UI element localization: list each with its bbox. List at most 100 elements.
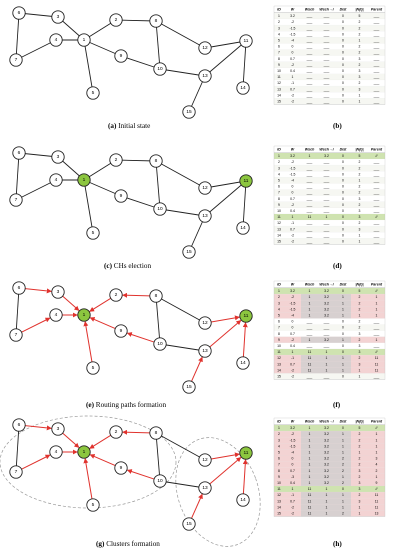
table-row (274, 86, 385, 93)
table-cell: 14 (277, 505, 281, 509)
node-label-1: 1 (83, 312, 86, 318)
table-cell: ___ (373, 344, 380, 348)
route-edge-6-3 (25, 288, 52, 294)
table-cell: 0.4 (290, 344, 295, 348)
table-cell: 0 (342, 26, 344, 30)
table-cell: ___ (373, 221, 380, 225)
table-cell: 2 (359, 51, 361, 55)
node-label-6: 6 (18, 150, 21, 156)
table-cell: 0.4 (290, 209, 295, 213)
node-label-11: 11 (244, 313, 249, 319)
table-cell: ___ (373, 57, 380, 61)
node-label-12: 12 (202, 185, 208, 191)
edge-11-14 (242, 180, 247, 229)
table-cell: 3.2 (290, 154, 295, 158)
route-edge-9-1 (89, 454, 116, 466)
table-cell: 0 (342, 320, 344, 324)
table-cell: 2 (342, 469, 344, 473)
node-label-13: 13 (202, 73, 208, 79)
table-cell: ___ (373, 14, 380, 18)
table-cell: -2 (291, 432, 294, 436)
table-cell: -1.5 (290, 438, 296, 442)
edge-1-9 (83, 39, 122, 57)
table-cell: 2 (359, 295, 361, 299)
table-cell: ___ (373, 209, 380, 213)
route-edge-15-13 (191, 356, 203, 382)
table-cell: 11 (308, 505, 312, 509)
edge-2-8 (115, 159, 157, 162)
node-label-11: 11 (244, 178, 249, 184)
table-cell: 1 (359, 93, 361, 97)
table-cell: 3.2 (324, 301, 329, 305)
table-cell: -2 (291, 93, 294, 97)
table-cell: 2 (359, 185, 361, 189)
table-cell: 2 (359, 32, 361, 36)
table-row (274, 288, 385, 295)
cluster-head-node-11 (239, 446, 253, 460)
table-cell: ___ (306, 63, 313, 67)
table-cell: 4 (278, 172, 280, 176)
table-cell: ___ (323, 38, 330, 42)
table-cell: 3.2 (324, 154, 329, 158)
updated-cells (301, 336, 351, 343)
table-row (274, 195, 385, 202)
table-cell: 1 (326, 505, 328, 509)
edge-11-14 (242, 40, 247, 89)
table-cell: 5 (359, 289, 361, 293)
table-cell: 11 (375, 362, 379, 366)
table-cell: 2 (359, 20, 361, 24)
table-cell: -1.5 (290, 172, 296, 176)
table-cell: 15 (277, 374, 281, 378)
table-cell: 1 (342, 499, 344, 503)
node-2 (109, 13, 123, 27)
table-cell: 8 (278, 332, 280, 336)
table-cell: 0 (292, 320, 294, 324)
table-cell: -1.5 (290, 32, 296, 36)
node-9 (114, 324, 128, 338)
table-frame (273, 280, 386, 380)
route-edge-5-1 (83, 458, 93, 499)
table-cell: ___ (373, 93, 380, 97)
table-row (274, 61, 385, 68)
table-cell: 0 (342, 326, 344, 330)
table-cell: 9 (278, 63, 280, 67)
node-label-10: 10 (157, 206, 163, 212)
edge-2-8 (115, 19, 157, 22)
updated-cells (301, 355, 351, 362)
table-cell: ___ (323, 57, 330, 61)
edge-8-10 (155, 432, 161, 482)
table-cell: 1 (326, 350, 328, 354)
table-cell: 0.7 (290, 57, 295, 61)
table-cell: 4 (278, 444, 280, 448)
table-cell: 1 (326, 511, 328, 515)
node-7 (9, 53, 23, 67)
node-15 (182, 380, 196, 394)
table-cell: ___ (373, 332, 380, 336)
table-cell: ___ (323, 233, 330, 237)
node-label-13: 13 (202, 348, 208, 354)
table-row (274, 177, 385, 184)
edge-10-13 (159, 208, 206, 217)
table-cell: 2 (278, 432, 280, 436)
table-cell: 3 (278, 166, 280, 170)
table-cell: 1 (309, 469, 311, 473)
table-cell: 9 (278, 475, 280, 479)
edge-10-13 (159, 68, 206, 77)
node-label-15: 15 (186, 521, 192, 527)
updated-cells (301, 510, 351, 517)
table-header-cell: Parent (371, 148, 383, 152)
caption-h: (h) (333, 540, 342, 548)
route-edge-8-2 (122, 292, 150, 298)
table-cell: 1 (326, 499, 328, 503)
table-cell: 0 (342, 20, 344, 24)
table-cell: 4 (376, 463, 378, 467)
table-cell: 3 (359, 469, 361, 473)
cluster-head-node-11 (239, 309, 253, 323)
table-cell: 3 (359, 197, 361, 201)
node-label-5: 5 (92, 365, 95, 371)
table-cell: 1 (359, 178, 361, 182)
table-cell: 2 (359, 457, 361, 461)
